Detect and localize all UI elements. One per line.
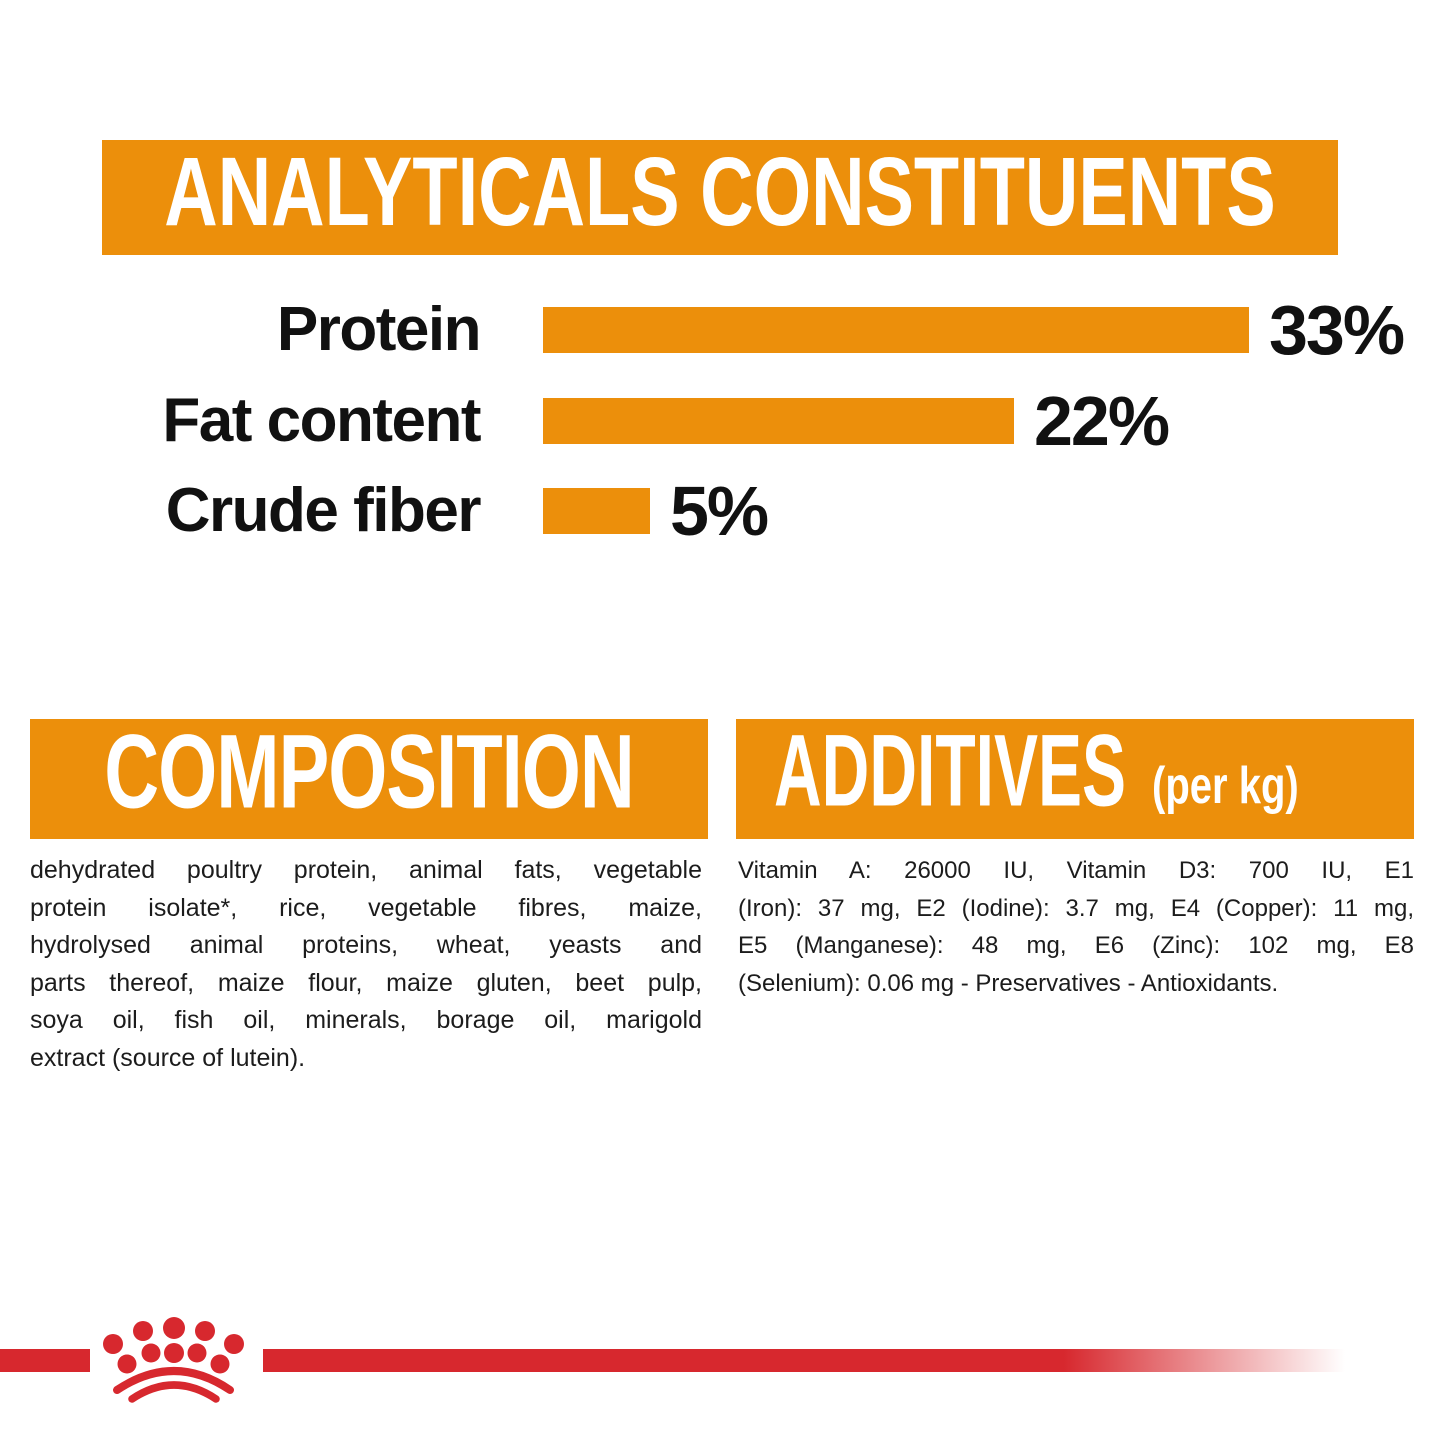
paragraph-line: extract (source of lutein). [30,1043,306,1072]
analytical-constituents-chart: Protein 33% Fat content 22% Crude fiber 5% [0,0,1440,600]
footer-rule-right [263,1349,1345,1372]
additives-title-row: ADDITIVES (per kg) [774,712,1299,827]
chart-row-fat-content: Fat content 22% [0,382,1440,460]
additives-title: ADDITIVES [774,712,1127,828]
royal-canin-crown-icon [103,1317,244,1403]
additives-banner: ADDITIVES (per kg) [736,712,1414,839]
paragraph-line: (Iron): 37 mg, E2 (Iodine): 3.7 mg, E4 (… [738,894,1414,922]
paragraph-line: protein isolate*, rice, vegetable fibres… [30,893,702,922]
bar [543,398,1014,444]
analyticals-title: ANALYTICALS CONSTITUENTS [164,136,1276,247]
bar-label: Fat content [162,386,481,455]
paragraph-line: hydrolysed animal proteins, wheat, yeast… [30,931,702,959]
paragraph-line: E5 (Manganese): 48 mg, E6 (Zinc): 102 mg… [738,932,1414,959]
paragraph-line: Vitamin A: 26000 IU, Vitamin D3: 700 IU,… [738,857,1414,884]
additives-unit-note: (per kg) [1152,757,1299,815]
composition-banner: COMPOSITION [30,713,708,839]
bar [543,488,650,534]
paragraph-line: soya oil, fish oil, minerals, borage oil… [30,1006,702,1034]
analyticals-banner: ANALYTICALS CONSTITUENTS [102,137,1338,255]
paragraph-line: (Selenium): 0.06 mg - Preservatives - An… [738,969,1279,997]
paragraph-line: dehydrated poultry protein, animal fats,… [30,856,702,884]
footer-rule-left [0,1349,90,1372]
bar-value: 33% [1269,291,1405,369]
composition-title: COMPOSITION [104,713,634,831]
bar-label: Crude fiber [165,476,482,545]
composition-text: dehydrated poultry protein, animal fats,… [30,852,702,1077]
bar [543,307,1249,353]
bar-value: 22% [1034,382,1170,460]
chart-row-crude-fiber: Crude fiber 5% [0,472,1440,550]
paragraph-line: parts thereof, maize flour, maize gluten… [30,968,702,997]
bar-label: Protein [276,295,482,364]
bar-value: 5% [670,472,769,550]
additives-text: Vitamin A: 26000 IU, Vitamin D3: 700 IU,… [738,852,1414,1002]
chart-row-protein: Protein 33% [0,291,1440,369]
